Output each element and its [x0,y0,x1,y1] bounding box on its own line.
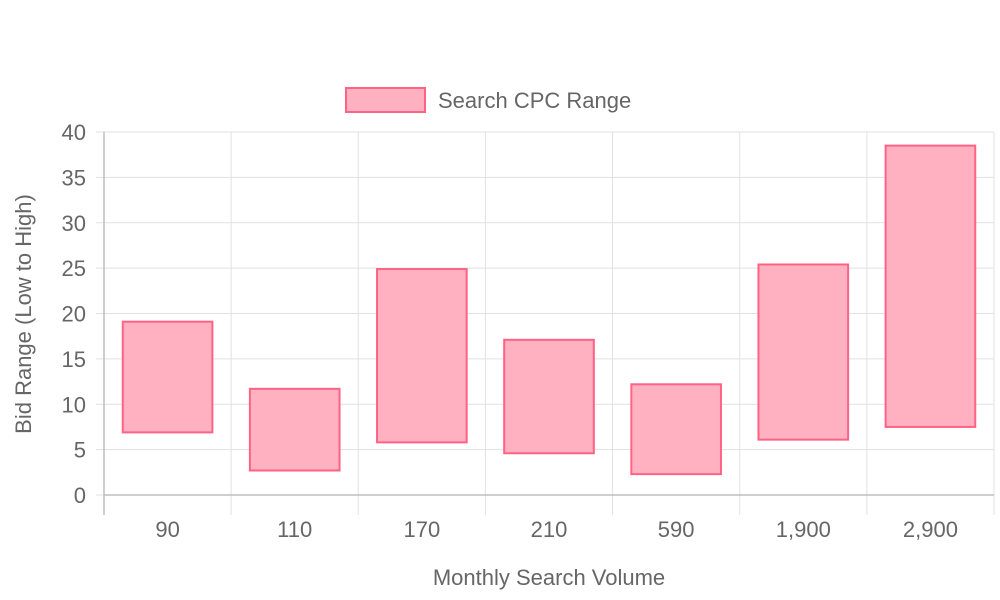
bar-2 [376,268,468,444]
y-tick-label: 0 [74,483,86,508]
y-axis-title: Bid Range (Low to High) [11,194,36,434]
x-tick-label: 110 [277,517,312,542]
x-tick-label: 210 [531,517,568,542]
bar-3 [503,338,595,455]
bar-1 [248,387,341,472]
y-tick-label: 5 [74,438,86,463]
y-tick-label: 15 [62,347,86,372]
grid [96,131,995,515]
legend[interactable]: Search CPC Range [345,87,631,113]
y-tick-label: 25 [62,256,86,281]
bar-4 [630,383,722,476]
axes [103,132,994,515]
x-tick-label: 170 [403,517,440,542]
y-axis-ticks: 0 5 10 15 20 25 30 35 40 [62,120,86,508]
y-tick-label: 35 [62,165,86,190]
y-tick-label: 30 [62,211,86,236]
x-tick-label: 1,900 [776,517,831,542]
bar-6 [884,144,977,428]
x-tick-label: 2,900 [903,517,958,542]
legend-label: Search CPC Range [438,88,631,113]
bar-5 [757,263,850,441]
x-axis-ticks: 90 110 170 210 590 1,900 2,900 [155,517,958,542]
y-tick-label: 40 [62,120,86,145]
y-tick-label: 20 [62,302,86,327]
x-axis-title: Monthly Search Volume [433,565,665,590]
y-tick-label: 10 [62,392,86,417]
x-tick-label: 90 [155,517,179,542]
bars [121,144,977,476]
bar-0 [121,320,214,434]
x-tick-label: 590 [658,517,695,542]
legend-swatch [345,87,426,113]
